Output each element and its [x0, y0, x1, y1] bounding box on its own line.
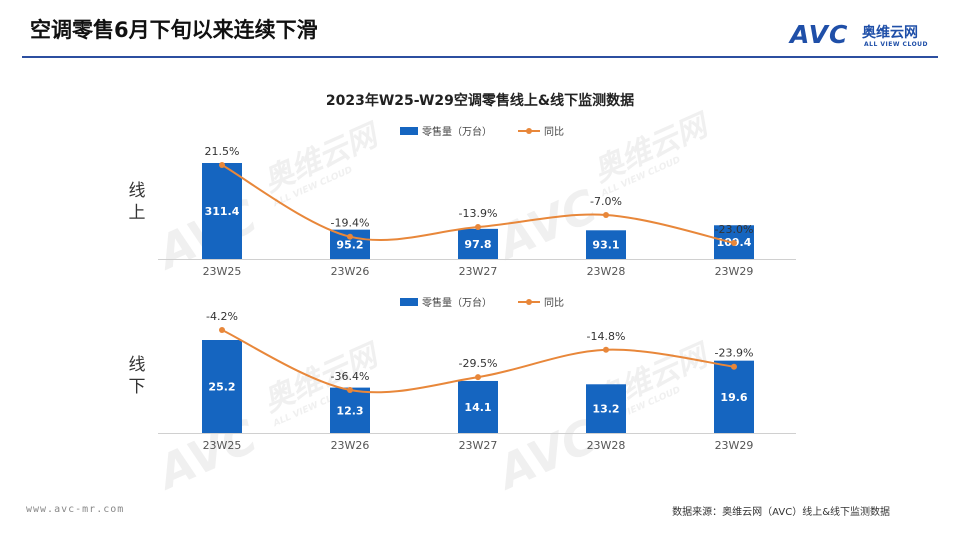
x-tick-label: 23W26	[331, 265, 370, 278]
yoy-value-label: -36.4%	[331, 370, 370, 383]
page-title: 空调零售6月下旬以来连续下滑	[30, 18, 318, 42]
legend-bar-label: 零售量（万台）	[422, 296, 492, 309]
yoy-value-label: -23.9%	[715, 347, 754, 360]
bar	[714, 360, 754, 433]
bar-value-label: 14.1	[464, 401, 491, 414]
legend-line-marker	[526, 128, 532, 134]
bar-value-label: 19.6	[720, 391, 747, 404]
brand-name-cn: 奥维云网	[862, 25, 918, 41]
yoy-point	[347, 387, 353, 393]
x-tick-label: 23W29	[715, 439, 754, 452]
yoy-point	[347, 233, 353, 240]
yoy-value-label: -19.4%	[331, 217, 370, 230]
bar	[586, 384, 626, 433]
bar-value-label: 12.3	[336, 404, 363, 417]
x-tick-label: 23W28	[587, 265, 626, 278]
x-tick-label: 23W29	[715, 265, 754, 278]
bar-value-label: 311.4	[205, 205, 240, 218]
brand-mark: AVC	[790, 20, 849, 49]
yoy-point	[475, 374, 481, 381]
x-tick-label: 23W27	[459, 265, 498, 278]
legend-bar-label: 零售量（万台）	[422, 125, 492, 138]
yoy-point	[603, 211, 609, 218]
yoy-point	[475, 224, 481, 231]
yoy-point	[603, 346, 609, 353]
panel-label-online-text: 线上	[128, 181, 146, 223]
bar-value-label: 25.2	[208, 381, 235, 394]
x-tick-label: 23W26	[331, 439, 370, 452]
panel-label-offline: 线下	[127, 354, 147, 398]
yoy-value-label: -13.9%	[459, 207, 498, 220]
bar	[202, 163, 242, 259]
yoy-value-label: 21.5%	[205, 145, 240, 158]
footer-url[interactable]: www.avc-mr.com	[26, 504, 125, 515]
yoy-point	[731, 240, 737, 246]
legend-line-label: 同比	[544, 297, 564, 309]
yoy-value-label: -7.0%	[590, 195, 622, 208]
yoy-point	[731, 363, 737, 370]
yoy-point	[219, 327, 225, 333]
yoy-value-label: -4.2%	[206, 310, 238, 323]
bar	[330, 387, 370, 433]
yoy-point	[219, 162, 225, 168]
chart-title: 2023年W25-W29空调零售线上&线下监测数据	[325, 93, 635, 109]
legend-bar-swatch	[400, 298, 418, 306]
bar-value-label: 13.2	[592, 403, 619, 416]
bar	[458, 228, 498, 259]
x-tick-label: 23W25	[203, 439, 242, 452]
yoy-value-label: -14.8%	[587, 330, 626, 343]
legend-line-label: 同比	[544, 126, 564, 138]
x-tick-label: 23W25	[203, 265, 242, 278]
panel-label-offline-text: 线下	[128, 355, 146, 397]
brand-logo: AVC 奥维云网 ALL VIEW CLOUD	[790, 20, 940, 54]
bar-value-label: 95.2	[336, 238, 363, 251]
legend-line-marker	[526, 299, 532, 305]
bar	[458, 380, 498, 433]
bar-value-label: 93.1	[592, 239, 619, 252]
data-source-note: 数据来源：奥维云网（AVC）线上&线下监测数据	[672, 507, 890, 518]
bar	[586, 230, 626, 259]
yoy-value-label: -23.0%	[715, 223, 754, 236]
brand-name-en: ALL VIEW CLOUD	[864, 41, 929, 48]
bar	[202, 340, 242, 433]
yoy-value-label: -29.5%	[459, 357, 498, 370]
x-tick-label: 23W28	[587, 439, 626, 452]
legend-bar-swatch	[400, 127, 418, 135]
x-tick-label: 23W27	[459, 439, 498, 452]
title-divider	[22, 56, 938, 58]
bar-value-label: 97.8	[464, 238, 491, 251]
panel-label-online: 线上	[127, 180, 147, 224]
